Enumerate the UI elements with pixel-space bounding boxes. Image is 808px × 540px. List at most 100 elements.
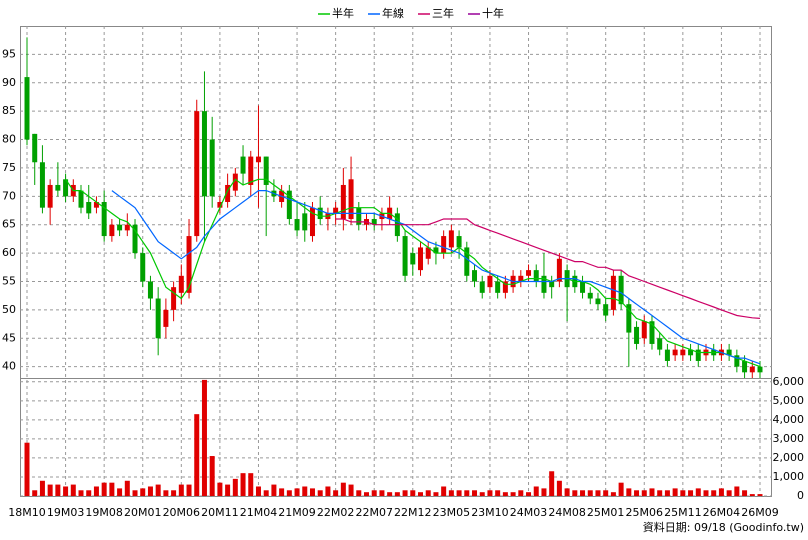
y-tick-label: 70 — [2, 189, 16, 202]
candle-body — [688, 349, 694, 356]
candle-body — [194, 111, 200, 237]
volume-bar — [448, 490, 454, 496]
legend-label: 半年 — [332, 6, 354, 20]
candle-body — [726, 349, 732, 356]
source-note: 資料日期: 09/18 (Goodinfo.tw) — [643, 520, 804, 534]
volume-bar — [510, 492, 516, 496]
volume-bar — [718, 488, 724, 496]
volume-bar — [441, 486, 447, 496]
candle-body — [263, 156, 269, 185]
candle-body — [201, 111, 207, 197]
volume-bar — [255, 486, 261, 496]
volume-bar — [333, 490, 339, 496]
volume-bar — [93, 486, 99, 496]
volume-bar — [39, 480, 45, 496]
ma-line — [65, 178, 761, 368]
y2-tick-label: 3,000 — [773, 432, 805, 445]
volume-bar — [24, 442, 30, 496]
volume-bar — [117, 488, 123, 496]
volume-bar — [155, 484, 161, 496]
y-tick-label: 95 — [2, 47, 16, 60]
volume-bar — [595, 490, 601, 496]
x-tick-label: 20M06 — [163, 506, 201, 519]
candle-body — [649, 321, 655, 344]
candle-body — [93, 202, 99, 208]
volume-bar — [325, 486, 331, 496]
volume-bar — [549, 471, 555, 496]
candle-body — [657, 338, 663, 350]
volume-bar — [132, 490, 138, 496]
volume-bar — [209, 456, 215, 496]
volume-bar — [634, 490, 640, 496]
y-tick-label: 75 — [2, 161, 16, 174]
candle-body — [541, 275, 547, 293]
volume-bar — [618, 482, 624, 496]
plot-frame — [20, 26, 772, 497]
candle-body — [109, 224, 115, 237]
x-tick-label: 23M05 — [433, 506, 471, 519]
candle-body — [302, 213, 308, 231]
volume-bar — [749, 494, 755, 496]
candle-body — [402, 236, 408, 276]
volume-bar — [371, 490, 377, 496]
volume-bar — [302, 486, 308, 496]
candle-body — [132, 224, 138, 254]
candle-body — [618, 275, 624, 305]
volume-bar — [186, 484, 192, 496]
candle-body — [309, 207, 315, 237]
volume-bar — [109, 482, 115, 496]
x-tick-label: 24M03 — [510, 506, 548, 519]
candle-body — [371, 219, 377, 225]
candle-body — [418, 247, 424, 271]
candle-body — [549, 281, 555, 288]
volume-bar — [178, 484, 184, 496]
y-tick-label: 55 — [2, 274, 16, 287]
volume-bar — [387, 492, 393, 496]
x-tick-label: 24M08 — [548, 506, 586, 519]
candle-body — [78, 190, 84, 208]
volume-bar — [487, 490, 493, 496]
candle-body — [348, 179, 354, 220]
volume-bar — [626, 488, 632, 496]
candle-body — [317, 207, 323, 220]
candle-body — [217, 202, 223, 208]
candle-body — [240, 156, 246, 174]
volume-bar — [603, 490, 609, 496]
volume-bar — [294, 488, 300, 496]
candle-body — [171, 287, 177, 310]
candle-body — [433, 247, 439, 254]
legend-label: 三年 — [432, 6, 454, 20]
candle-body — [209, 139, 215, 197]
volume-bar — [757, 494, 763, 496]
volume-bar — [410, 490, 416, 496]
candle-body — [163, 309, 169, 327]
volume-bar — [425, 490, 431, 496]
volume-bar — [502, 492, 508, 496]
x-tick-label: 22M12 — [394, 506, 432, 519]
y-tick-label: 40 — [2, 360, 16, 373]
volume-bar — [472, 490, 478, 496]
volume-bar — [194, 414, 200, 496]
volume-bar — [572, 490, 578, 496]
y2-tick-label: 0 — [797, 489, 804, 502]
candle-body — [580, 281, 586, 293]
volume-bar — [556, 480, 562, 496]
volume-bar — [225, 484, 231, 496]
volume-bar — [348, 484, 354, 496]
candle-body — [225, 184, 231, 202]
volume-bar — [163, 490, 169, 496]
volume-bar — [672, 488, 678, 496]
volume-bar — [340, 482, 346, 496]
candle-body — [749, 366, 755, 373]
volume-bar — [564, 488, 570, 496]
candle-body — [742, 360, 748, 373]
candle-body — [603, 304, 609, 316]
y-tick-label: 65 — [2, 218, 16, 231]
x-tick-label: 26M09 — [741, 506, 779, 519]
candle-body — [526, 270, 532, 276]
candle-body — [634, 326, 640, 344]
candle-body — [664, 349, 670, 361]
y-tick-label: 80 — [2, 133, 16, 146]
volume-bar — [649, 488, 655, 496]
